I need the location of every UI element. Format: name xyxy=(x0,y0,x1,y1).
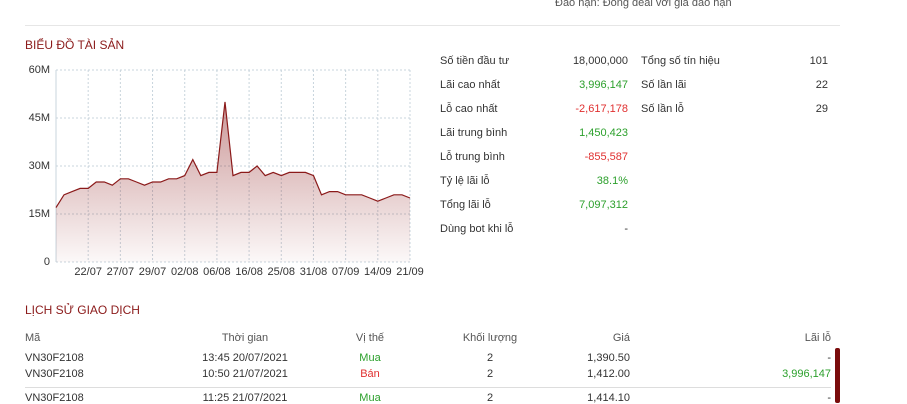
cell: VN30F2108 xyxy=(25,392,84,404)
cell: Bán xyxy=(360,368,380,380)
column-header: Mã xyxy=(25,332,41,344)
stat-value: 101 xyxy=(809,55,828,67)
cell: 2 xyxy=(486,352,494,364)
cell: 2 xyxy=(486,368,494,380)
column-header: Vị thế xyxy=(355,332,385,344)
x-tick-label: 14/09 xyxy=(364,266,392,278)
x-tick-label: 21/09 xyxy=(396,266,424,278)
stat-value: 18,000,000 xyxy=(572,55,628,67)
stat-label: Tổng lãi lỗ xyxy=(440,199,491,211)
row-divider xyxy=(25,387,831,388)
y-tick-label: 15M xyxy=(29,208,50,220)
x-tick-label: 16/08 xyxy=(235,266,263,278)
stat-value: 7,097,312 xyxy=(579,199,628,211)
column-header: Lãi lỗ xyxy=(804,332,831,344)
cell: VN30F2108 xyxy=(25,352,84,364)
stat-label: Số lần lãi xyxy=(641,79,687,91)
cell: 1,390.50 xyxy=(587,352,630,364)
scrollbar[interactable] xyxy=(835,348,840,403)
stat-value: 29 xyxy=(815,103,828,115)
stat-label: Dùng bot khi lỗ xyxy=(440,223,514,235)
cell: 11:25 21/07/2021 xyxy=(202,392,288,404)
x-tick-label: 29/07 xyxy=(139,266,167,278)
column-header: Giá xyxy=(612,332,630,344)
cell: - xyxy=(827,392,831,404)
stat-label: Tổng số tín hiệu xyxy=(641,55,720,67)
cell: VN30F2108 xyxy=(25,368,84,380)
cell: Mua xyxy=(359,392,381,404)
stat-label: Lỗ trung bình xyxy=(440,151,505,163)
cell: 13:45 20/07/2021 xyxy=(202,352,288,364)
stat-value: -2,617,178 xyxy=(575,103,628,115)
area xyxy=(56,102,410,262)
table-title: LỊCH SỬ GIAO DỊCH xyxy=(25,303,140,317)
cell: 3,996,147 xyxy=(782,368,831,380)
x-tick-label: 07/09 xyxy=(332,266,360,278)
cell: - xyxy=(827,352,831,364)
stat-value: -855,587 xyxy=(584,151,628,163)
x-tick-label: 02/08 xyxy=(171,266,199,278)
cell: 2 xyxy=(486,392,494,404)
x-tick-label: 25/08 xyxy=(268,266,296,278)
x-tick-label: 22/07 xyxy=(74,266,102,278)
stat-label: Số lần lỗ xyxy=(641,103,684,115)
divider xyxy=(25,25,840,26)
stat-label: Lãi cao nhất xyxy=(440,79,500,91)
x-tick-label: 27/07 xyxy=(107,266,135,278)
stat-label: Lãi trung bình xyxy=(440,127,508,139)
chart: 0 15M 30M 45M 60M 22/07 27/07 29/07 02/08 06/08 16… xyxy=(29,64,424,278)
stat-value: 22 xyxy=(815,79,828,91)
cell: 10:50 21/07/2021 xyxy=(202,368,288,380)
y-tick-label: 45M xyxy=(29,112,50,124)
cell: 1,414.10 xyxy=(587,392,630,404)
stat-label: Lỗ cao nhất xyxy=(440,103,498,115)
line xyxy=(55,101,411,208)
x-tick-label: 06/08 xyxy=(203,266,231,278)
stat-value: 1,450,423 xyxy=(579,127,628,139)
column-header: Khối lượng xyxy=(462,332,518,344)
y-tick-label: 0 xyxy=(44,256,50,268)
y-tick-label: 60M xyxy=(29,64,50,76)
stat-value: - xyxy=(624,223,628,235)
column-header: Thời gian xyxy=(221,332,269,344)
stat-value: 38.1% xyxy=(596,175,628,187)
stat-label: Số tiền đầu tư xyxy=(440,55,510,67)
cell: Mua xyxy=(359,352,381,364)
stat-value: 3,996,147 xyxy=(579,79,628,91)
maturity-note: Đáo hạn: Đóng deal với giá đáo hạn xyxy=(555,0,732,9)
stat-label: Tỷ lệ lãi lỗ xyxy=(440,175,490,187)
x-tick-label: 31/08 xyxy=(300,266,328,278)
cell: 1,412.00 xyxy=(587,368,630,380)
chart-title: BIỂU ĐỒ TÀI SẢN xyxy=(25,38,125,52)
y-tick-label: 30M xyxy=(29,160,50,172)
